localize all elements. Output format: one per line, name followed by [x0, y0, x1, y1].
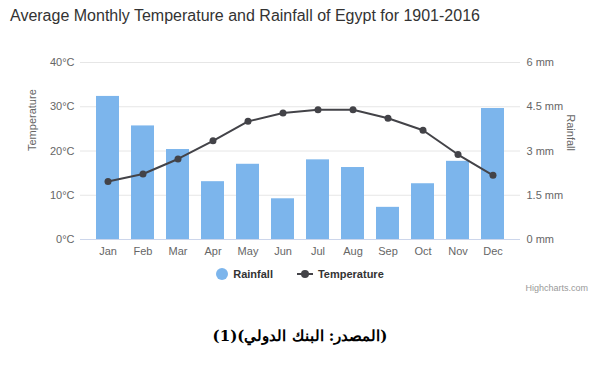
svg-text:May: May: [238, 245, 259, 257]
html-text:Rainfall: Rainfall: [233, 268, 273, 280]
svg-text:Temperature: Temperature: [26, 89, 38, 151]
html-text:Average Monthly Temperature an: Average Monthly Temperature and Rainfall…: [10, 7, 480, 24]
svg-text:0 mm: 0 mm: [527, 233, 555, 245]
svg-text:1.5 mm: 1.5 mm: [527, 189, 564, 201]
html-text:Temperature: Temperature: [318, 268, 384, 280]
svg-text:Feb: Feb: [134, 245, 153, 257]
svg-text:4.5 mm: 4.5 mm: [527, 100, 564, 112]
svg-text:Dec: Dec: [483, 245, 503, 257]
svg-text:30°C: 30°C: [50, 100, 75, 112]
svg-text:6 mm: 6 mm: [527, 56, 555, 68]
html-text:(المصدر: البنك الدولي)(1): (المصدر: البنك الدولي)(1): [212, 327, 388, 345]
svg-text:Jul: Jul: [311, 245, 325, 257]
svg-text:Sep: Sep: [378, 245, 398, 257]
svg-text:0°C: 0°C: [56, 233, 75, 245]
svg-text:10°C: 10°C: [50, 189, 75, 201]
svg-text:Jun: Jun: [274, 245, 292, 257]
svg-text:Jan: Jan: [99, 245, 117, 257]
svg-text:Nov: Nov: [448, 245, 468, 257]
svg-text:20°C: 20°C: [50, 145, 75, 157]
svg-text:Rainfall: Rainfall: [565, 114, 577, 151]
svg-text:3 mm: 3 mm: [527, 145, 555, 157]
svg-text:Aug: Aug: [343, 245, 363, 257]
svg-text:Oct: Oct: [414, 245, 431, 257]
svg-text:40°C: 40°C: [50, 56, 75, 68]
svg-text:Apr: Apr: [204, 245, 221, 257]
html-text:Highcharts.com: Highcharts.com: [525, 283, 588, 293]
svg-text:Mar: Mar: [169, 245, 188, 257]
